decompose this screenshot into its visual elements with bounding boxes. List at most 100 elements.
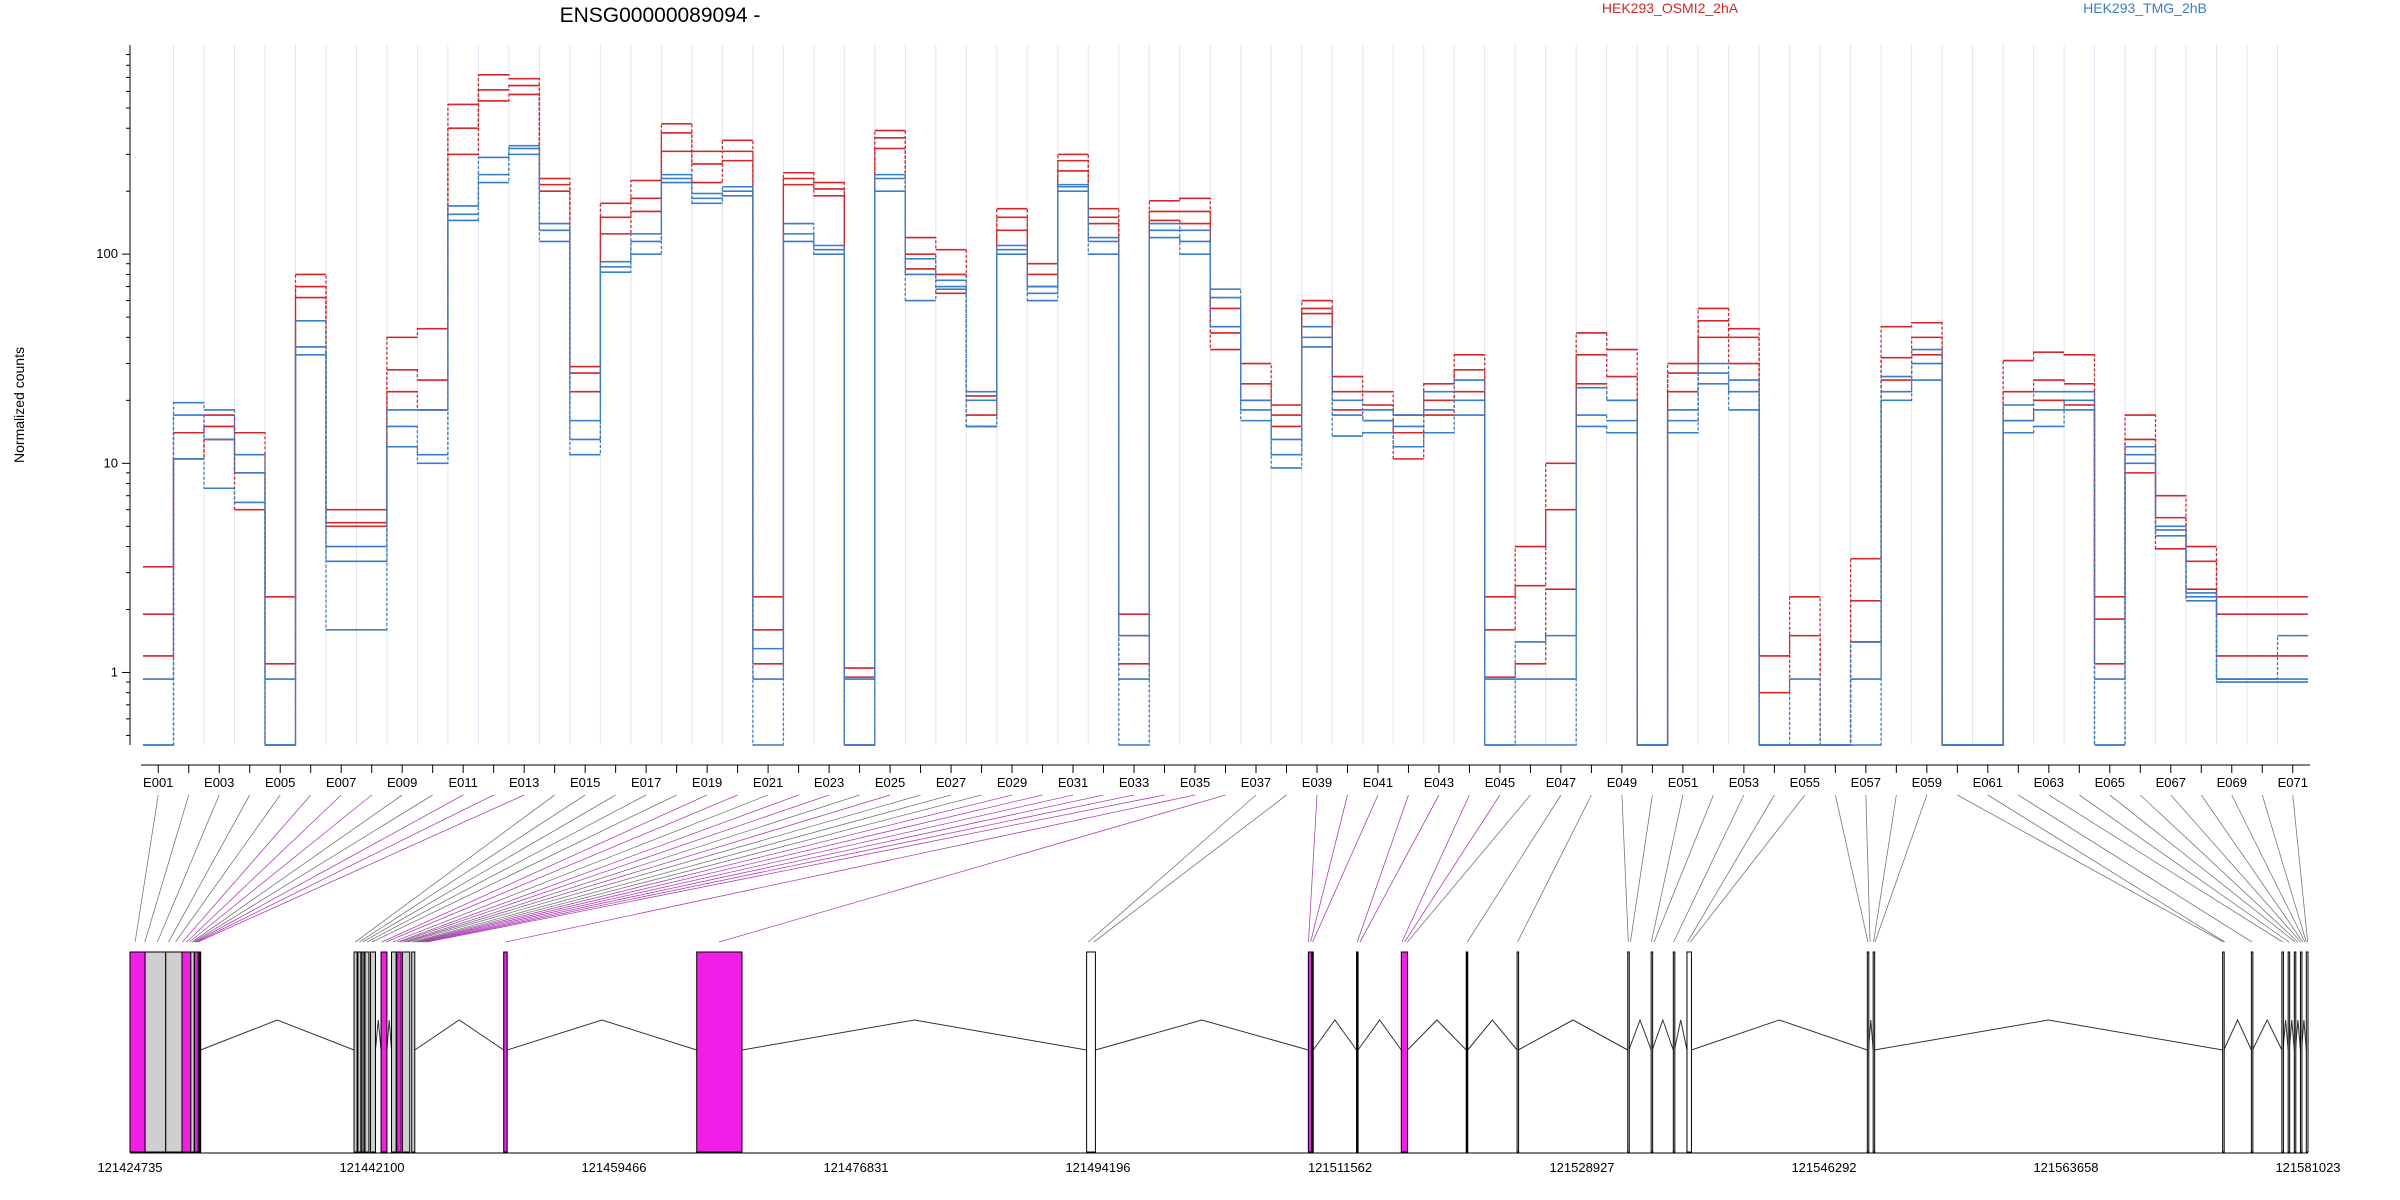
genomic-tick-label: 121459466: [581, 1160, 646, 1175]
exon-link-e045: [1404, 794, 1501, 943]
exon-block-magenta: [380, 951, 388, 1153]
exon-link-e034: [426, 794, 1165, 943]
genomic-tick-label: 121494196: [1065, 1160, 1130, 1175]
x-tick-label: E027: [936, 775, 966, 790]
genomic-tick-label: 121511562: [1308, 1160, 1372, 1175]
genomic-tick-label: 121546292: [1791, 1160, 1856, 1175]
x-tick-label: E025: [875, 775, 905, 790]
exon-block-white: [2250, 951, 2254, 1153]
x-tick-label: E021: [753, 775, 783, 790]
exon-block-white: [2305, 951, 2309, 1153]
exon-block-magenta: [1400, 951, 1409, 1153]
intron-connector: [1874, 1019, 2223, 1051]
series-6: [143, 153, 2308, 746]
exon-block-magenta: [503, 951, 508, 1153]
series-layer: [143, 74, 2308, 746]
exon-block-white: [1516, 951, 1520, 1153]
exon-block-white: [2299, 951, 2303, 1153]
series-connector: [143, 93, 2308, 746]
exon-block-white: [1686, 951, 1692, 1153]
y-tick-label: 100: [96, 246, 118, 261]
x-tick-label: E009: [387, 775, 417, 790]
genomic-tick-label: 121442100: [339, 1160, 404, 1175]
exon-link-e043: [1359, 794, 1440, 943]
intron-connector: [1095, 1019, 1309, 1051]
exon-block-white: [2281, 951, 2284, 1153]
exon-link-e023: [399, 794, 830, 943]
series-5: [143, 147, 2308, 746]
x-tick-label: E011: [448, 775, 477, 790]
legend-entry-tmg: HEK293_TMG_2hB: [2083, 0, 2207, 16]
intron-connector: [414, 1019, 504, 1051]
exon-link-e061: [1987, 794, 2225, 943]
exon-link-e002: [144, 794, 190, 943]
exon-link-e027: [412, 794, 952, 943]
exon-block-white: [1650, 951, 1654, 1153]
x-tick-label: E031: [1058, 775, 1088, 790]
exon-link-e071: [2292, 794, 2309, 943]
exon-link-e030: [418, 794, 1043, 943]
exon-link-e047: [1467, 794, 1562, 943]
x-tick-label: E017: [631, 775, 661, 790]
y-tick-label: 10: [104, 455, 118, 470]
x-tick-label: E047: [1546, 775, 1576, 790]
exon-link-e062: [2018, 794, 2253, 943]
exon-link-e042: [1356, 794, 1409, 943]
exon-link-lines: [134, 794, 2309, 943]
exon-link-e044: [1401, 794, 1470, 943]
exon-link-e012: [196, 794, 494, 943]
series-connector: [143, 145, 2308, 746]
exon-block-white: [1872, 951, 1876, 1153]
exon-link-e060: [1957, 794, 2224, 943]
exon-link-e022: [397, 794, 799, 943]
exon-link-e041: [1312, 794, 1379, 943]
exon-link-e064: [2079, 794, 2290, 943]
exon-link-e067: [2170, 794, 2302, 943]
intron-connector: [1517, 1019, 1628, 1051]
gene-model: [129, 951, 2309, 1153]
exon-block-white: [1627, 951, 1630, 1153]
x-tick-label: E013: [509, 775, 539, 790]
intron-connector: [1312, 1019, 1357, 1051]
exon-link-e017: [366, 794, 647, 943]
exon-link-e054: [1687, 794, 1775, 943]
exon-block-gray: [402, 951, 411, 1153]
exon-link-e008: [189, 794, 372, 943]
exon-link-e049: [1621, 794, 1629, 943]
exon-link-e052: [1653, 794, 1714, 943]
exon-link-e066: [2140, 794, 2299, 943]
exon-link-e015: [359, 794, 586, 943]
x-tick-label: E015: [570, 775, 600, 790]
intron-connector: [507, 1019, 697, 1051]
series-connector: [143, 153, 2308, 746]
exon-block-line: [1465, 951, 1469, 1153]
exon-link-e069: [2231, 794, 2306, 943]
x-tick-label: E039: [1302, 775, 1332, 790]
genomic-tick-label: 121581023: [2275, 1160, 2340, 1175]
intron-connector: [1691, 1019, 1868, 1051]
exon-link-e035: [505, 794, 1196, 943]
genomic-axis: 121424735 121442100 121459466 121476831 1214…: [97, 1152, 2341, 1175]
x-tick-label: E057: [1851, 775, 1881, 790]
exon-block-white: [2222, 951, 2225, 1153]
intron-connector: [741, 1019, 1087, 1051]
exon-block-gray: [190, 951, 195, 1153]
exon-link-e056: [1834, 794, 1869, 943]
exon-block-magenta: [396, 951, 402, 1153]
exon-block-white: [1086, 951, 1096, 1153]
x-tick-label: E065: [2095, 775, 2125, 790]
x-tick-label: E001: [143, 775, 173, 790]
exon-link-e065: [2109, 794, 2296, 943]
exon-link-e040: [1310, 794, 1348, 943]
exon-link-e013: [197, 794, 525, 943]
exon-link-e001: [134, 794, 159, 943]
exon-link-e057: [1865, 794, 1871, 943]
exon-link-e024: [403, 794, 860, 943]
series-connector: [143, 147, 2308, 746]
axes: 1 10 100 E001 E003 E005 E007 E009 E011 E013 E015 E0…: [96, 45, 2310, 790]
exon-link-e053: [1673, 794, 1745, 943]
exon-block-gray: [364, 951, 370, 1153]
exon-block-white: [1866, 951, 1870, 1153]
exon-link-e063: [2048, 794, 2283, 943]
x-tick-label: E035: [1180, 775, 1210, 790]
